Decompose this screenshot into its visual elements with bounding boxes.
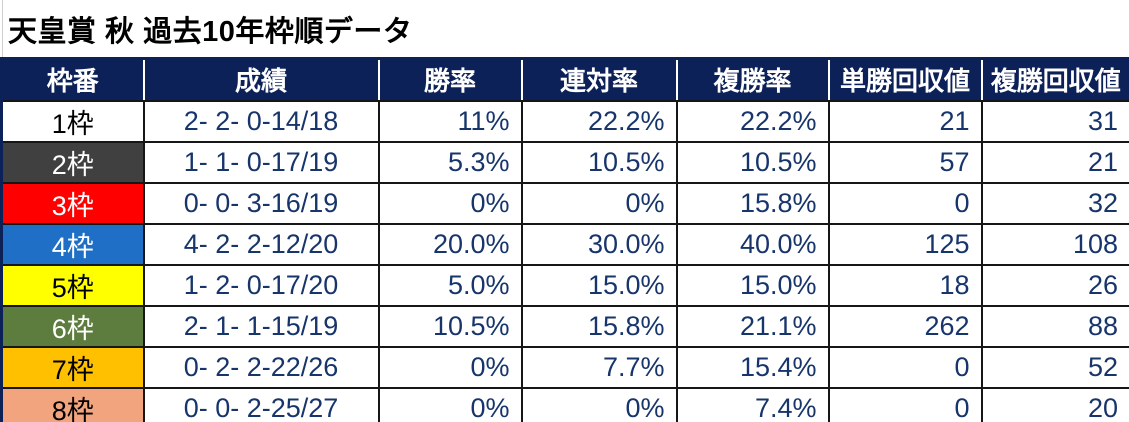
record-cell: 0- 0- 3-16/19 — [142, 181, 380, 225]
win-rate-cell: 5.3% — [377, 140, 523, 184]
table-row: 2枠 1- 1- 0-17/19 5.3% 10.5% 10.5% 57 21 — [0, 140, 1129, 184]
show-payback-cell: 52 — [980, 345, 1129, 389]
col-header-show-rate: 複勝率 — [675, 58, 829, 102]
waku-cell: 6枠 — [0, 304, 145, 348]
waku-cell: 3枠 — [0, 181, 145, 225]
col-header-show-payback: 複勝回収値 — [980, 58, 1129, 102]
table-row: 3枠 0- 0- 3-16/19 0% 0% 15.8% 0 32 — [0, 181, 1129, 225]
show-rate-cell: 21.1% — [675, 304, 830, 348]
col-header-record: 成績 — [142, 58, 379, 102]
show-rate-cell: 15.0% — [675, 263, 830, 307]
table-row: 6枠 2- 1- 1-15/19 10.5% 15.8% 21.1% 262 8… — [0, 304, 1129, 348]
waku-cell: 7枠 — [0, 345, 145, 389]
show-rate-cell: 15.8% — [675, 181, 830, 225]
page-title: 天皇賞 秋 過去10年枠順データ — [8, 16, 413, 48]
show-rate-cell: 10.5% — [675, 140, 830, 184]
record-cell: 1- 2- 0-17/20 — [142, 263, 380, 307]
win-rate-cell: 5.0% — [377, 263, 523, 307]
waku-cell: 1枠 — [0, 99, 145, 143]
win-payback-cell: 21 — [827, 99, 983, 143]
quinella-rate-cell: 0% — [520, 181, 678, 225]
show-rate-cell: 7.4% — [675, 386, 830, 422]
quinella-rate-cell: 15.8% — [520, 304, 678, 348]
win-payback-cell: 0 — [827, 181, 983, 225]
col-header-waku: 枠番 — [1, 58, 144, 102]
win-rate-cell: 11% — [377, 99, 523, 143]
show-payback-cell: 21 — [980, 140, 1129, 184]
record-cell: 2- 2- 0-14/18 — [142, 99, 380, 143]
col-header-win-rate: 勝率 — [377, 58, 522, 102]
show-rate-cell: 15.4% — [675, 345, 830, 389]
win-payback-cell: 0 — [827, 386, 983, 422]
win-rate-cell: 0% — [377, 345, 523, 389]
record-cell: 0- 2- 2-22/26 — [142, 345, 380, 389]
quinella-rate-cell: 22.2% — [520, 99, 678, 143]
waku-data-table: 枠番 成績 勝率 連対率 複勝率 単勝回収値 複勝回収値 1枠 2- 2- 0-… — [0, 57, 1129, 422]
quinella-rate-cell: 10.5% — [520, 140, 678, 184]
record-cell: 2- 1- 1-15/19 — [142, 304, 380, 348]
table-row: 4枠 4- 2- 2-12/20 20.0% 30.0% 40.0% 125 1… — [0, 222, 1129, 266]
win-payback-cell: 18 — [827, 263, 983, 307]
win-rate-cell: 10.5% — [377, 304, 523, 348]
show-payback-cell: 26 — [980, 263, 1129, 307]
waku-cell: 4枠 — [0, 222, 145, 266]
table-row: 8枠 0- 0- 2-25/27 0% 0% 7.4% 0 20 — [0, 386, 1129, 422]
win-payback-cell: 262 — [827, 304, 983, 348]
quinella-rate-cell: 7.7% — [520, 345, 678, 389]
win-rate-cell: 0% — [377, 181, 523, 225]
table-row: 1枠 2- 2- 0-14/18 11% 22.2% 22.2% 21 31 — [0, 99, 1129, 143]
record-cell: 1- 1- 0-17/19 — [142, 140, 380, 184]
table-header-row: 枠番 成績 勝率 連対率 複勝率 単勝回収値 複勝回収値 — [1, 58, 1129, 102]
win-rate-cell: 0% — [377, 386, 523, 422]
quinella-rate-cell: 15.0% — [520, 263, 678, 307]
quinella-rate-cell: 0% — [520, 386, 678, 422]
win-payback-cell: 125 — [827, 222, 983, 266]
win-rate-cell: 20.0% — [377, 222, 523, 266]
show-rate-cell: 40.0% — [675, 222, 830, 266]
record-cell: 0- 0- 2-25/27 — [142, 386, 380, 422]
col-header-quinella-rate: 連対率 — [520, 58, 677, 102]
show-rate-cell: 22.2% — [675, 99, 830, 143]
show-payback-cell: 108 — [980, 222, 1129, 266]
table-row: 5枠 1- 2- 0-17/20 5.0% 15.0% 15.0% 18 26 — [0, 263, 1129, 307]
table-row: 7枠 0- 2- 2-22/26 0% 7.7% 15.4% 0 52 — [0, 345, 1129, 389]
spreadsheet-gridline — [2, 0, 3, 57]
col-header-win-payback: 単勝回収値 — [827, 58, 982, 102]
show-payback-cell: 31 — [980, 99, 1129, 143]
record-cell: 4- 2- 2-12/20 — [142, 222, 380, 266]
quinella-rate-cell: 30.0% — [520, 222, 678, 266]
win-payback-cell: 57 — [827, 140, 983, 184]
waku-cell: 5枠 — [0, 263, 145, 307]
show-payback-cell: 20 — [980, 386, 1129, 422]
show-payback-cell: 32 — [980, 181, 1129, 225]
waku-cell: 2枠 — [0, 140, 145, 184]
waku-cell: 8枠 — [0, 386, 145, 422]
show-payback-cell: 88 — [980, 304, 1129, 348]
win-payback-cell: 0 — [827, 345, 983, 389]
